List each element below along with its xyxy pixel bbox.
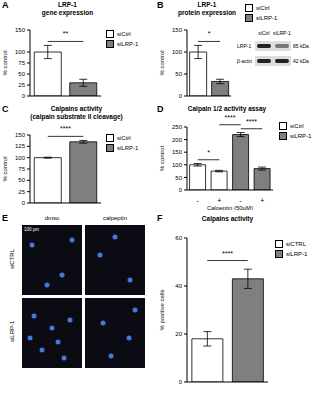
svg-text:% positive cells: % positive cells [159, 289, 165, 330]
html-text:B: B [157, 0, 164, 10]
html-text:calpeptin: calpeptin [103, 215, 127, 221]
svg-text:**: ** [63, 30, 69, 37]
svg-text:25: 25 [18, 189, 25, 195]
svg-text:50: 50 [18, 177, 25, 183]
svg-text:-: - [240, 197, 243, 204]
svg-text:****: **** [222, 250, 233, 257]
html-text:E: E [2, 213, 8, 223]
svg-text:200: 200 [172, 137, 183, 143]
svg-text:****: **** [225, 115, 236, 121]
svg-text:*: * [207, 149, 210, 156]
svg-text:50: 50 [18, 71, 25, 77]
svg-text:****: **** [246, 118, 257, 125]
svg-text:25: 25 [18, 82, 25, 88]
svg-text:150: 150 [15, 132, 26, 138]
svg-text:+: + [260, 197, 264, 204]
html-text:siLRP-1: siLRP-1 [286, 251, 308, 257]
svg-text:40: 40 [175, 283, 182, 289]
svg-text:% control: % control [8, 50, 9, 75]
svg-text:250: 250 [172, 124, 183, 130]
svg-text:150: 150 [172, 149, 183, 155]
html-text:siCtrl: siCtrl [117, 135, 131, 141]
html-text:Calpains activity: Calpains activity [201, 215, 254, 222]
html-text:100 µm: 100 µm [24, 227, 40, 232]
svg-text:60: 60 [175, 235, 182, 241]
html-text:LRP-1 protein expression: LRP-1 protein expression [177, 1, 237, 16]
svg-text:150: 150 [172, 27, 183, 33]
html-text:siCtrl: siCtrl [256, 5, 270, 11]
svg-text:Calpeptin (50µM): Calpeptin (50µM) [207, 205, 253, 210]
svg-text:75: 75 [18, 166, 25, 172]
html-text:siCtrl: siCtrl [290, 123, 304, 129]
html-text:LRP-1: LRP-1 [237, 43, 252, 49]
svg-text:100: 100 [172, 162, 183, 168]
svg-text:100: 100 [172, 49, 183, 55]
html-text:siLRP-1: siLRP-1 [117, 41, 139, 47]
svg-text:100: 100 [15, 49, 26, 55]
html-text:siLRP-1: siLRP-1 [9, 320, 15, 342]
html-text:siCtrl: siCtrl [117, 31, 131, 37]
svg-text:0: 0 [179, 379, 183, 385]
html-text:β-actin: β-actin [237, 58, 253, 64]
svg-text:% control: % control [159, 146, 165, 171]
svg-text:75: 75 [18, 60, 25, 66]
svg-text:20: 20 [175, 331, 182, 337]
html-text:Calpains activity (calpain sub: Calpains activity (calpain substrate II … [30, 105, 123, 120]
html-text:C: C [2, 104, 9, 114]
html-text:dmso: dmso [44, 215, 60, 221]
svg-text:0: 0 [179, 93, 183, 99]
svg-text:125: 125 [15, 143, 26, 149]
html-text:42 kDa: 42 kDa [293, 58, 309, 64]
html-text:siLRP-1: siLRP-1 [256, 15, 278, 21]
svg-text:50: 50 [175, 175, 182, 181]
html-text:siCTRL: siCTRL [9, 249, 15, 269]
svg-text:****: **** [60, 125, 71, 132]
html-text:A: A [2, 0, 9, 10]
svg-text:50: 50 [175, 71, 182, 77]
svg-text:150: 150 [15, 27, 26, 33]
html-text:siCtrl: siCtrl [258, 30, 270, 36]
html-text:siLRP-1: siLRP-1 [117, 145, 139, 151]
svg-text:100: 100 [15, 155, 26, 161]
svg-text:% control: % control [159, 50, 165, 75]
html-text:LRP-1 gene expression: LRP-1 gene expression [41, 1, 94, 16]
html-text:siLRP-1: siLRP-1 [273, 30, 291, 36]
svg-text:% control: % control [8, 156, 9, 181]
svg-text:0: 0 [22, 93, 26, 99]
svg-text:0: 0 [179, 187, 183, 193]
html-text:siCTRL: siCTRL [286, 241, 306, 247]
html-text:siLRP-1: siLRP-1 [290, 133, 312, 139]
html-text:Calpain 1/2 activity assay: Calpain 1/2 activity assay [187, 105, 267, 112]
html-text:F: F [157, 213, 163, 223]
svg-text:+: + [217, 197, 221, 204]
svg-text:-: - [197, 197, 200, 204]
svg-text:*: * [208, 30, 211, 37]
html-text:D: D [157, 104, 164, 114]
html-text:85 kDa: 85 kDa [293, 43, 309, 49]
svg-text:0: 0 [22, 200, 26, 206]
